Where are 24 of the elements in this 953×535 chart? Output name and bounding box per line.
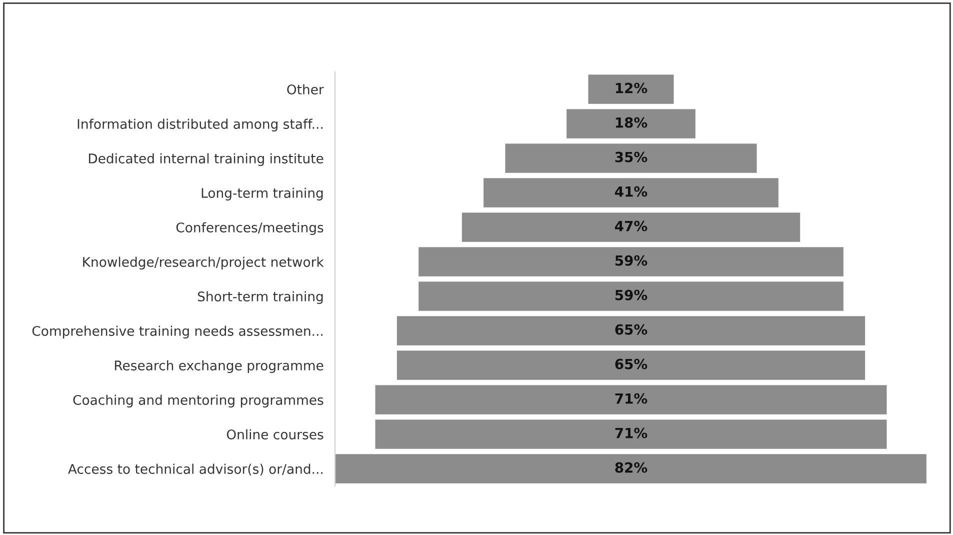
- data-label: 47%: [615, 220, 648, 232]
- data-label: 71%: [615, 393, 648, 404]
- data-label: 41%: [615, 186, 648, 197]
- data-label: 12%: [616, 82, 648, 94]
- category-label: Conferences/meetings: [176, 222, 324, 236]
- data-label: 65%: [615, 324, 648, 335]
- data-label: 59%: [615, 255, 648, 266]
- category-label: Online courses: [226, 429, 324, 440]
- data-label: 35%: [615, 152, 648, 162]
- category-label: Comprehensive training needs assessmen...: [32, 326, 322, 339]
- category-label: Knowledge/research/project network: [83, 256, 324, 270]
- data-label: 82%: [615, 462, 648, 473]
- data-label: 59%: [615, 290, 648, 300]
- data-label: 71%: [615, 428, 648, 438]
- category-label: Access to technical advisor(s) or/and...: [68, 464, 322, 476]
- category-label: Other: [287, 84, 324, 94]
- category-label: Coaching and mentoring programmes: [73, 394, 324, 408]
- data-label: 65%: [615, 358, 648, 370]
- category-label: Short-term training: [198, 291, 323, 304]
- data-label: 18%: [616, 117, 648, 128]
- category-label: Information distributed among staff...: [78, 118, 322, 132]
- category-label: Long-term training: [202, 188, 323, 201]
- category-label: Dedicated internal training institute: [88, 153, 324, 166]
- category-label: Research exchange programme: [114, 360, 324, 374]
